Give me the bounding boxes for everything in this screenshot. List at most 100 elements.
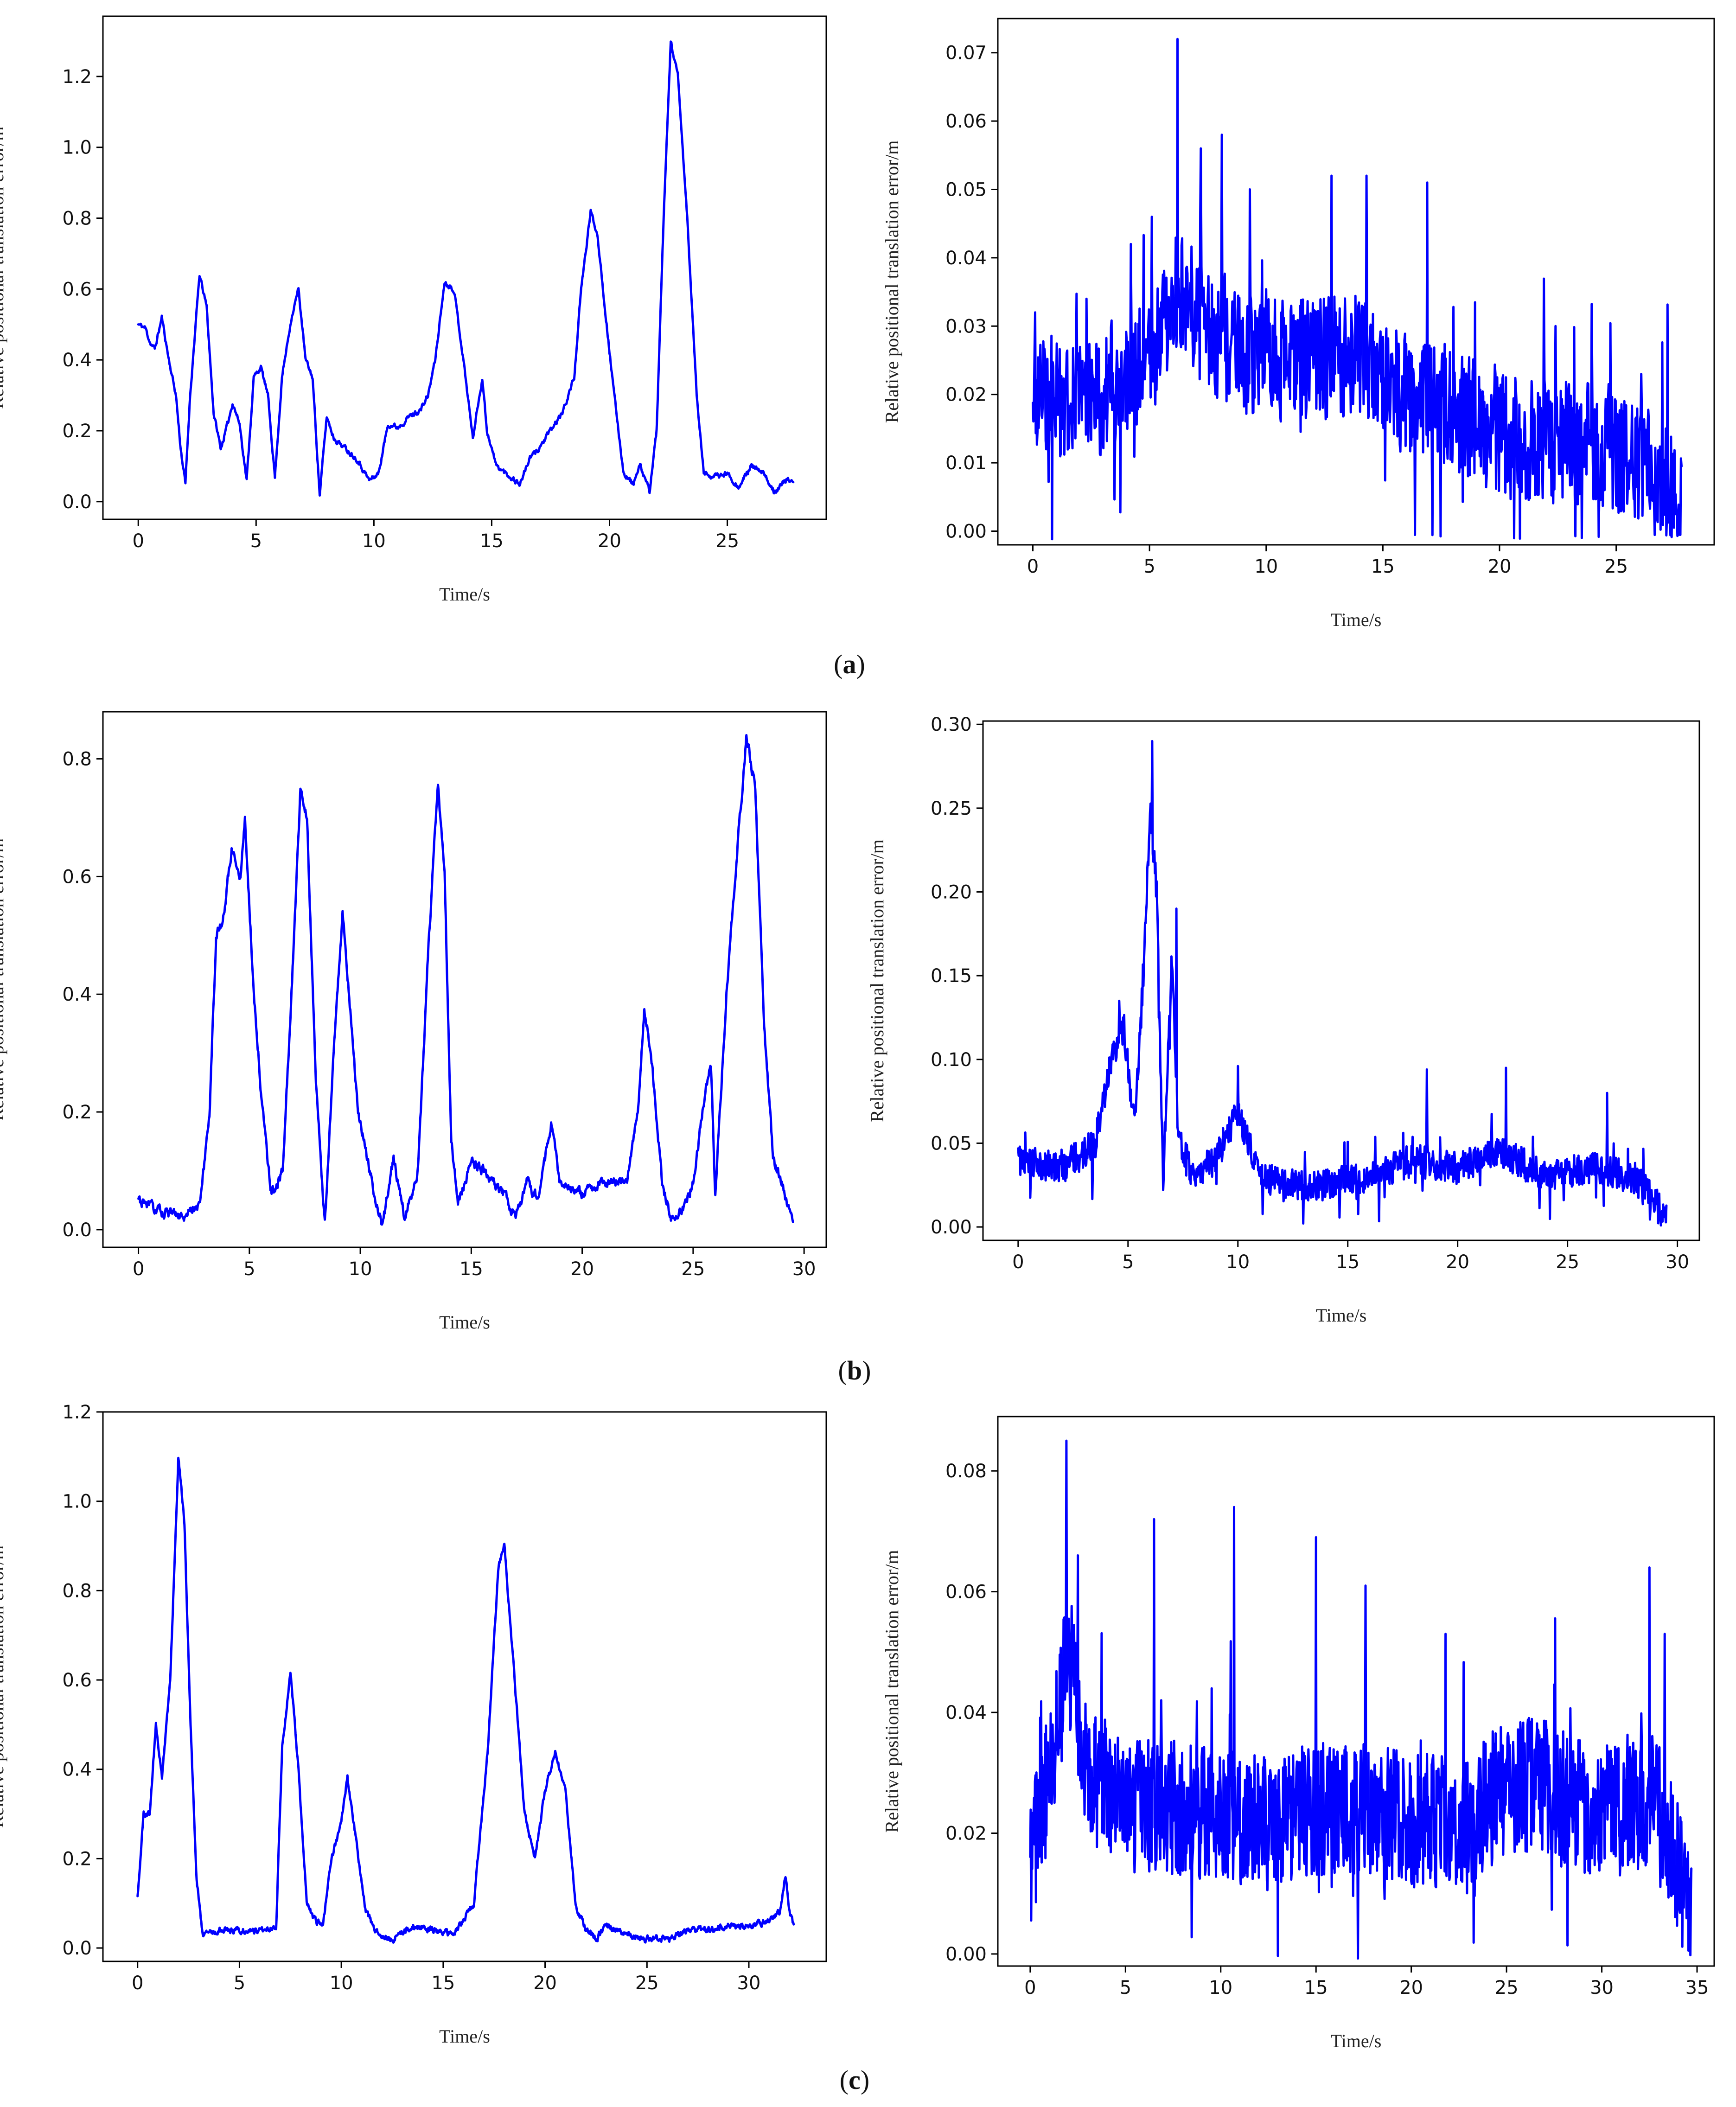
x-tick-label: 10: [1226, 1251, 1250, 1273]
y-tick-label: 0.25: [931, 798, 972, 819]
plot-frame: [997, 1416, 1715, 1967]
y-tick-label: 0.00: [945, 521, 987, 543]
x-axis-title: Time/s: [1331, 2030, 1382, 2051]
error-series-line: [1017, 740, 1668, 1227]
panel-label-a: (a): [834, 649, 865, 679]
x-axis-title: Time/s: [1331, 609, 1382, 630]
y-axis-title: Relative positional translation error/m: [881, 140, 902, 423]
x-tick-label: 15: [480, 530, 504, 552]
x-tick-label: 15: [1336, 1251, 1359, 1273]
x-tick-label: 20: [598, 530, 621, 552]
x-tick-label: 10: [362, 530, 386, 552]
y-tick-label: 0.06: [945, 111, 987, 132]
chart-b-left: 0 5 10 15 20 25 30 0.0 0.2 0.4 0.6 0.8 Time/s Relat…: [0, 711, 827, 1333]
chart-b-right: 0 5 10 15 20 25 30 0.00 0.05 0.10 0.15 0.20 0.25 0.30…: [867, 714, 1700, 1326]
y-tick-label: 0.6: [62, 1670, 92, 1691]
y-tick-label: 0.8: [62, 1580, 92, 1602]
axis-ticks: 0 5 10 15 20 25 0.00 0.01 0.02 0.03 0.04 0.05 0.06 0.…: [945, 43, 1628, 577]
x-tick-label: 0: [132, 1973, 143, 1994]
y-axis-title: Relative positional translation error/m: [881, 1550, 902, 1833]
y-tick-label: 1.0: [62, 137, 92, 159]
plot-frame: [997, 18, 1715, 546]
y-tick-label: 0.30: [931, 714, 972, 735]
x-axis-title: Time/s: [439, 1312, 490, 1333]
y-tick-label: 0.4: [62, 350, 92, 371]
x-tick-label: 20: [533, 1973, 557, 1994]
y-tick-label: 0.8: [62, 208, 92, 230]
y-axis-title: Relative positional translation error/m: [867, 839, 887, 1122]
y-tick-label: 0.01: [945, 453, 987, 474]
x-tick-label: 30: [737, 1973, 761, 1994]
y-tick-label: 1.2: [62, 1402, 92, 1423]
chart-c-left: 0 5 10 15 20 25 30 0.0 0.2 0.4 0.6 0.8 1.0 1.2 Time/s…: [0, 1402, 827, 2047]
x-tick-label: 10: [1254, 556, 1278, 577]
y-tick-label: 0.20: [931, 882, 972, 903]
y-tick-label: 1.0: [62, 1491, 92, 1513]
y-axis-title: Relative positional translation error/m: [0, 127, 7, 409]
x-tick-label: 25: [1495, 1977, 1519, 1998]
x-tick-label: 5: [234, 1973, 245, 1994]
y-tick-label: 1.2: [62, 66, 92, 88]
x-tick-label: 25: [715, 530, 739, 552]
y-tick-label: 0.6: [62, 866, 92, 887]
x-tick-label: 35: [1685, 1977, 1709, 1998]
plot-frame: [102, 711, 827, 1248]
x-tick-label: 15: [1371, 556, 1395, 577]
x-axis-title: Time/s: [439, 584, 490, 605]
y-tick-label: 0.04: [945, 1702, 987, 1724]
y-tick-label: 0.4: [62, 1759, 92, 1781]
x-tick-label: 0: [1024, 1977, 1036, 1998]
chart-c-right: 0 5 10 15 20 25 30 35 0.00 0.02 0.04 0.06 0.08 Time/…: [881, 1416, 1715, 2051]
error-series-line: [137, 734, 794, 1226]
y-tick-label: 0.08: [945, 1461, 987, 1482]
y-tick-label: 0.2: [62, 1848, 92, 1870]
x-tick-label: 0: [1027, 556, 1039, 577]
x-tick-label: 20: [1488, 556, 1512, 577]
x-tick-label: 10: [330, 1973, 353, 1994]
y-tick-label: 0.4: [62, 984, 92, 1005]
x-tick-label: 15: [431, 1973, 455, 1994]
x-tick-label: 5: [250, 530, 262, 552]
x-tick-label: 5: [1143, 556, 1155, 577]
y-tick-label: 0.8: [62, 749, 92, 770]
x-axis-title: Time/s: [1316, 1305, 1367, 1326]
error-series-line: [1032, 38, 1683, 541]
y-tick-label: 0.2: [62, 1102, 92, 1123]
y-tick-label: 0.05: [945, 179, 987, 201]
x-tick-label: 25: [1556, 1251, 1579, 1273]
y-tick-label: 0.02: [945, 384, 987, 406]
y-tick-label: 0.06: [945, 1582, 987, 1603]
x-tick-label: 10: [1209, 1977, 1232, 1998]
x-tick-label: 15: [460, 1258, 483, 1280]
panel-label-c: (c): [840, 2065, 869, 2095]
x-tick-label: 10: [349, 1258, 372, 1280]
x-tick-label: 5: [1120, 1977, 1131, 1998]
x-tick-label: 0: [1012, 1251, 1024, 1273]
y-tick-label: 0.04: [945, 248, 987, 269]
x-tick-label: 25: [635, 1973, 659, 1994]
plot-frame: [102, 15, 827, 520]
x-tick-label: 5: [243, 1258, 255, 1280]
x-tick-label: 20: [1399, 1977, 1423, 1998]
x-tick-label: 20: [1446, 1251, 1469, 1273]
panel-label-b: (b): [838, 1355, 871, 1386]
error-series-line: [136, 1456, 795, 1944]
axis-ticks: 0 5 10 15 20 25 30 0.00 0.05 0.10 0.15 0.20 0.25 0.30: [931, 714, 1689, 1273]
y-axis-title: Relative positional translation error/m: [0, 1545, 7, 1828]
y-tick-label: 0.15: [931, 965, 972, 987]
x-tick-label: 30: [792, 1258, 816, 1280]
plot-frame: [982, 720, 1700, 1241]
chart-a-left: 0 5 10 15 20 25 0.0 0.2 0.4 0.6 0.8 1.0 1.2 Time/s R…: [0, 15, 827, 605]
y-tick-label: 0.03: [945, 316, 987, 337]
x-tick-label: 20: [570, 1258, 594, 1280]
y-tick-label: 0.02: [945, 1823, 987, 1845]
error-series-line: [137, 40, 795, 497]
x-tick-label: 30: [1590, 1977, 1614, 1998]
axis-ticks: 0 5 10 15 20 25 30 0.0 0.2 0.4 0.6 0.8: [62, 749, 816, 1280]
y-tick-label: 0.0: [62, 1938, 92, 1959]
y-tick-label: 0.00: [931, 1217, 972, 1238]
y-tick-label: 0.10: [931, 1049, 972, 1071]
y-tick-label: 0.05: [931, 1133, 972, 1154]
y-tick-label: 0.0: [62, 1220, 92, 1241]
